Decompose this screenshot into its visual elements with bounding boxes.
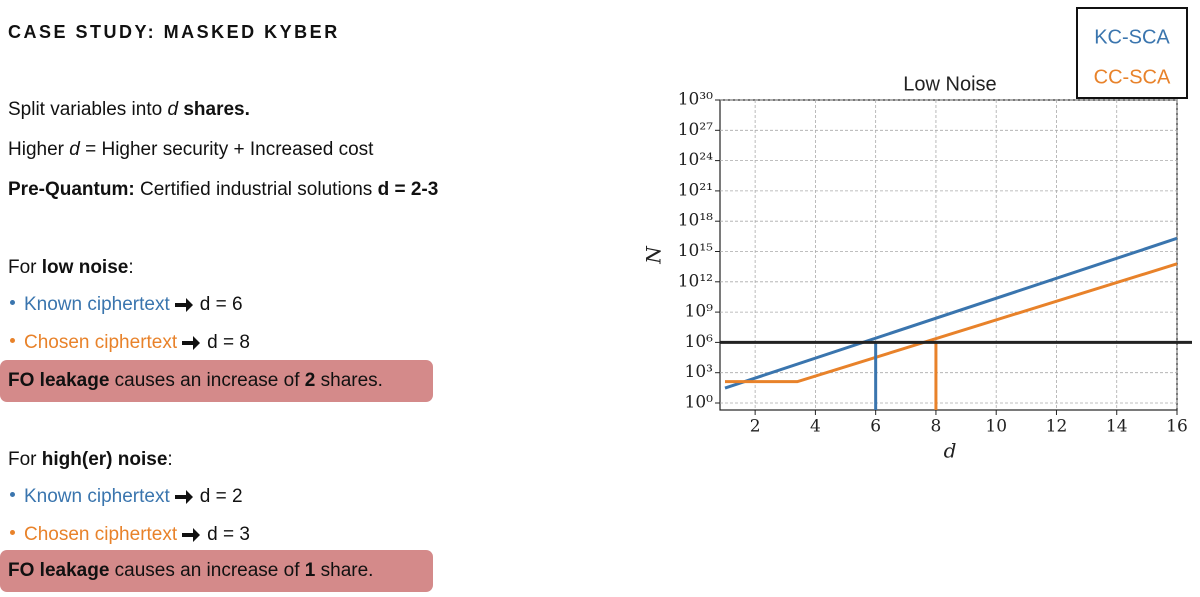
chart: Low Noise d N 10⁰ 10³ 10⁶ 10⁹ 10¹² 10¹⁵ 10¹⁸ 10… [642,7,1192,463]
legend-label: CC-SCA [1094,66,1171,88]
text: Split variables into [8,99,168,120]
slide-title: CASE STUDY: MASKED KYBER [8,22,340,42]
text: For [8,449,42,470]
text: : [128,257,134,278]
arrow-icon [182,335,201,350]
text-line: FO leakage causes an increase of 1 share… [8,559,373,583]
y-tick-label: 10²⁷ [678,120,713,140]
text: : [167,449,173,470]
text: causes an increase of [109,370,305,391]
text: Certified industrial solutions [134,179,378,200]
text-line: For high(er) noise: [8,448,173,472]
y-axis-label: N [642,245,666,265]
text: Chosen ciphertext [24,524,178,545]
bullet-dot [10,338,15,344]
x-tick-label: 16 [1166,417,1188,437]
x-tick-label: 14 [1106,417,1128,437]
text: 2 [304,370,316,391]
text: For [8,257,42,278]
y-tick-label: 10²¹ [678,180,713,200]
text: 1 [304,560,316,581]
text: Chosen ciphertext [24,332,178,353]
bullet: Chosen ciphertext d = 3 [8,523,250,547]
data-line [725,262,1178,384]
y-tick-label: 10⁹ [685,302,714,322]
bullet-dot [10,530,15,536]
text: Pre-Quantum: [8,179,135,200]
text: share. [315,560,374,581]
text-line: Pre-Quantum: Certified industrial soluti… [8,178,438,202]
x-tick-label: 10 [985,417,1007,437]
y-tick-label: 10³⁰ [678,90,713,110]
x-tick-label: 8 [931,417,942,437]
text: low noise [41,257,129,278]
text: shares. [178,99,250,120]
bullet: Known ciphertext d = 2 [8,485,243,509]
plot-frame [719,99,1178,411]
x-axis-label: d [944,439,957,463]
y-tick-label: 10⁶ [685,332,714,352]
text: d = 2-3 [377,179,439,200]
bullet: Chosen ciphertext d = 8 [8,331,250,355]
text-line: Higher d = Higher security + Increased c… [8,138,373,162]
highlight-box [0,550,433,592]
text: = Higher security + Increased cost [79,139,374,160]
legend-box [1076,7,1188,99]
text: high(er) noise [41,449,168,470]
bullet-dot [10,492,15,498]
text: d = 2 [199,486,243,507]
text: d = 3 [207,524,250,545]
bullet: Known ciphertext d = 6 [8,293,243,317]
bullet-dot [10,300,15,306]
x-tick-label: 12 [1046,417,1068,437]
x-tick-label: 2 [750,417,761,437]
data-line [724,236,1178,390]
text: FO leakage [8,370,110,391]
text: Known ciphertext [24,486,170,507]
text-line: Split variables into d shares. [8,98,250,122]
arrow-icon [174,297,193,312]
y-tick-label: 10³ [685,362,713,382]
text: Higher [8,139,70,160]
y-tick-label: 10²⁴ [678,150,713,170]
y-tick-label: 10¹⁵ [678,241,713,261]
x-tick-label: 4 [810,417,821,437]
text: FO leakage [8,560,110,581]
text: d [167,99,179,120]
text: d = 6 [199,294,243,315]
text: d = 8 [207,332,250,353]
arrow-icon [174,489,193,504]
text-line: FO leakage causes an increase of 2 share… [8,369,383,393]
text-line: For low noise: [8,256,134,280]
y-tick-label: 10⁰ [685,393,714,413]
highlight-box [0,360,433,402]
text: shares. [315,370,383,391]
x-tick-label: 6 [870,417,881,437]
arrow-icon [182,527,201,542]
text: d [69,139,80,160]
chart-title: Low Noise [903,73,996,95]
text: causes an increase of [109,560,305,581]
legend-label: KC-SCA [1094,26,1170,48]
text: Known ciphertext [24,294,170,315]
y-tick-label: 10¹² [678,271,713,291]
y-tick-label: 10¹⁸ [678,211,713,231]
